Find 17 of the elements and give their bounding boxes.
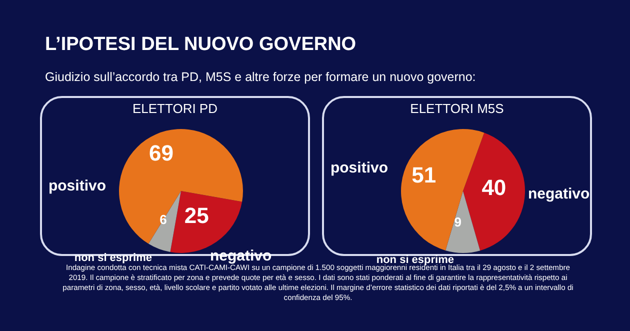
slice-label: positivo xyxy=(48,178,106,194)
pie-slice xyxy=(445,191,480,253)
chart-title: ELETTORI PD xyxy=(131,101,218,116)
data-label: 9 xyxy=(454,214,462,230)
pie-slice xyxy=(119,129,243,244)
data-label: 51 xyxy=(412,162,436,188)
chart-title: ELETTORI M5S xyxy=(409,101,505,116)
slice-label: non si esprime xyxy=(376,254,454,266)
text: Giudizio sull’accordo tra PD, M5S e altre forze per formare un nuovo governo: xyxy=(45,70,476,84)
slice-label: positivo xyxy=(330,160,388,176)
pie-slice xyxy=(463,132,525,251)
pie-slice xyxy=(148,191,181,252)
data-label: 25 xyxy=(184,202,209,228)
text: L’IPOTESI DEL NUOVO GOVERNO xyxy=(45,34,356,56)
data-label: 69 xyxy=(149,140,174,166)
data-label: 40 xyxy=(482,174,506,200)
slice-label: negativo xyxy=(528,186,590,202)
